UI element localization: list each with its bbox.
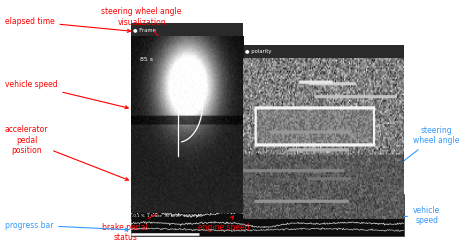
Text: vehicle
speed: vehicle speed — [382, 206, 440, 225]
Text: brake pedal
status: brake pedal status — [102, 208, 167, 242]
Text: -0.1 %  1 brake  30 km/h  1070 rpm: -0.1 % 1 brake 30 km/h 1070 rpm — [132, 214, 202, 218]
Text: accelerator
pedal
position: accelerator pedal position — [5, 125, 128, 180]
Text: progress bar: progress bar — [5, 220, 128, 231]
Text: ● control: ● control — [133, 196, 158, 201]
Bar — [131, 194, 404, 236]
Text: 85 s: 85 s — [140, 58, 153, 62]
Text: vehicle speed: vehicle speed — [5, 80, 128, 109]
Text: engine speed: engine speed — [198, 216, 250, 232]
Bar — [131, 213, 243, 219]
Text: steering
wheel angle: steering wheel angle — [381, 126, 459, 179]
Bar — [131, 194, 404, 203]
Text: steering wheel angle
visualization: steering wheel angle visualization — [101, 7, 182, 57]
Text: elapsed time: elapsed time — [5, 17, 131, 32]
Text: ● Frame: ● Frame — [133, 27, 156, 32]
Text: ● polarity: ● polarity — [245, 49, 272, 54]
Bar — [131, 23, 243, 36]
Bar — [243, 45, 404, 58]
